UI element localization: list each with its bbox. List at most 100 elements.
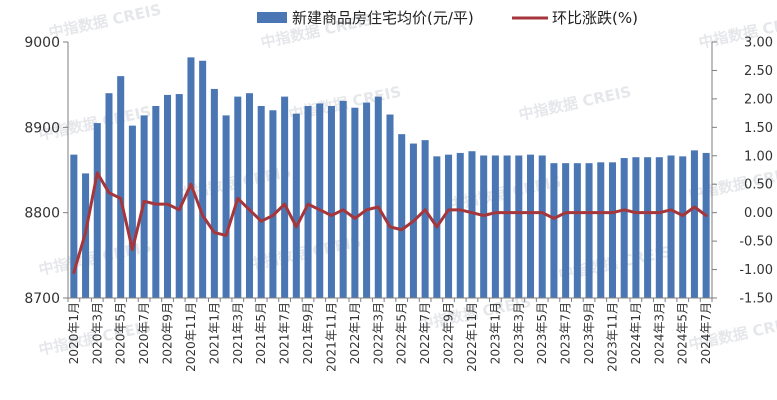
mom-change-point [388,225,392,229]
price-bar [105,93,113,298]
mom-change-line-layer [72,171,708,274]
x-axis-tick-label: 2022年5月 [395,302,409,364]
price-bar [690,150,698,298]
x-axis-tick-label: 2024年1月 [629,302,643,364]
right-axis-tick-label: 0.50 [744,178,773,193]
price-bar [363,102,371,298]
x-axis-tick-label: 2024年7月 [699,302,713,364]
mom-change-point [599,211,602,214]
tick-labels: 8700 8800 8900 9000 -1.50 -1.00 -0.50 0.00 0.50 1… [24,35,773,372]
price-bar [597,162,605,298]
x-axis-tick-label: 2020年3月 [90,302,104,364]
mom-change-point [587,211,591,214]
price-bar [304,106,312,298]
price-bar [292,113,300,299]
price-bar [327,106,335,298]
price-bar [421,140,429,298]
price-bar [702,152,710,298]
right-axis-tick-label: -1.50 [739,292,773,307]
mom-change-point [166,202,169,206]
legend: 新建商品房住宅均价(元/平) 环比涨跌(%) [257,9,638,27]
price-bar [187,57,195,298]
mom-change-point [72,271,76,274]
price-bar [468,151,476,298]
price-bar [679,156,687,298]
left-axis-tick-label: 8900 [24,120,60,136]
price-bar [257,106,265,298]
mom-change-point [201,214,204,217]
mom-change-point [189,183,193,186]
price-bar [316,103,324,298]
x-axis-tick-label: 2022年11月 [465,302,479,372]
x-axis-tick-label: 2020年11月 [184,302,198,372]
price-bar [550,163,558,298]
mom-change-point [622,208,626,212]
price-bar [667,155,675,298]
mom-change-point [400,228,403,231]
x-axis-tick-label: 2021年7月 [278,302,292,364]
x-axis-tick-label: 2023年5月 [535,302,549,364]
mom-change-point [131,248,134,251]
mom-change-point [541,211,544,214]
x-axis-tick-label: 2021年5月 [254,302,268,364]
price-bar [269,110,277,299]
mom-change-point [517,211,520,214]
mom-change-point [96,171,99,175]
price-bar [608,162,616,298]
mom-change-point [435,225,439,229]
x-axis-tick-label: 2023年1月 [488,302,502,364]
x-axis-tick-label: 2021年1月 [207,302,221,364]
mom-change-point [341,208,345,212]
price-bar [632,157,640,298]
mom-change-point [306,202,310,206]
x-axis-tick-label: 2021年3月 [231,302,245,364]
legend-bar-swatch [257,12,287,23]
right-axis-tick-label: 1.50 [744,121,773,136]
mom-change-point [283,202,286,206]
mom-change-point [576,211,579,214]
mom-change-point [552,217,556,220]
legend-line-label: 环比涨跌(%) [552,9,638,27]
mom-change-point [224,234,228,237]
mom-change-point [142,200,146,203]
x-axis-tick-label: 2023年3月 [512,302,526,364]
price-bar [398,134,406,298]
x-axis-tick-label: 2022年9月 [442,302,456,364]
mom-change-point [330,214,333,217]
mom-change-point [365,208,368,212]
price-bar [491,155,499,298]
x-axis-tick-label: 2021年11月 [324,302,338,372]
price-bar [445,154,453,298]
price-bar [480,155,488,298]
right-axis-tick-label: 3.00 [744,36,773,51]
price-bar [538,155,546,298]
price-bar [351,107,359,299]
mom-change-point [494,211,497,214]
price-bar [527,154,535,298]
mom-change-point [505,211,509,214]
price-bar [93,123,101,298]
price-bar [655,157,663,298]
price-bar [339,100,347,298]
mom-change-point [611,211,614,214]
mom-change-point [564,211,567,214]
price-bar [70,154,78,298]
left-axis-tick-label: 8700 [24,291,60,307]
price-bar [374,96,382,298]
right-axis-tick-label: -0.50 [739,235,773,250]
mom-change-point [154,202,158,206]
x-axis-tick-label: 2023年7月 [559,302,573,364]
price-bar [117,76,125,298]
price-bar [515,155,523,298]
x-axis-tick-label: 2022年3月 [371,302,385,364]
price-bar [644,157,652,298]
mom-change-point [704,214,708,217]
price-bar [573,163,581,298]
axes [63,41,717,302]
x-axis-tick-label: 2024年3月 [652,302,666,364]
mom-change-point [470,211,474,214]
mom-change-point [119,197,122,200]
price-bar [210,88,218,299]
